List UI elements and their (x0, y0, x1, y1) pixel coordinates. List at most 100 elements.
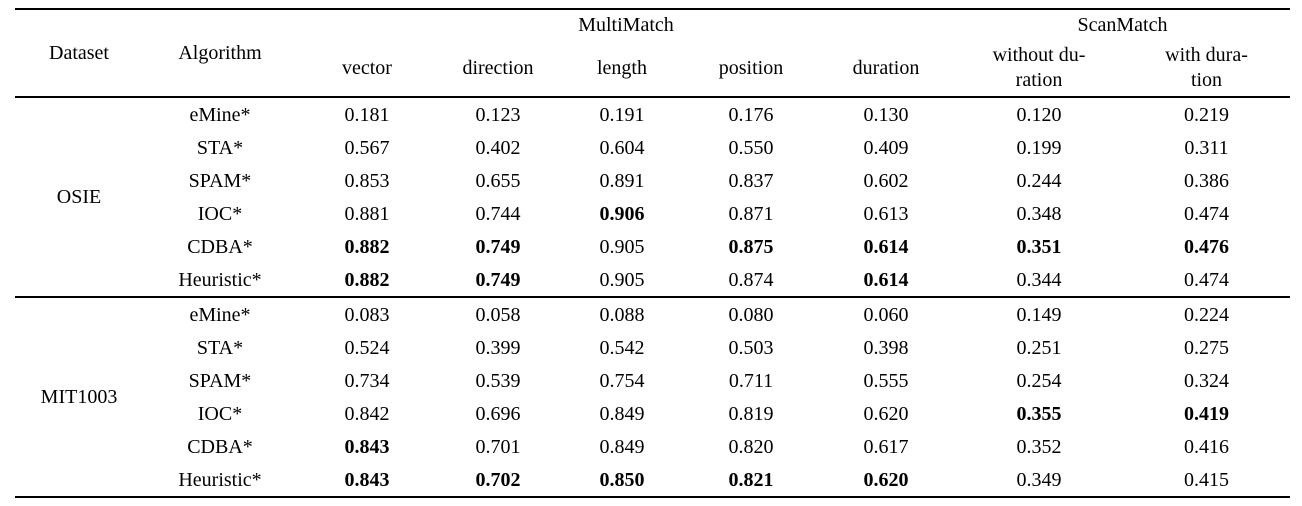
value-cell: 0.613 (863, 202, 909, 225)
value-cell: 0.655 (475, 169, 521, 192)
value-cell: 0.120 (1016, 103, 1062, 126)
value-cell: 0.842 (344, 402, 390, 425)
value-cell: 0.058 (475, 303, 521, 326)
algorithm-cell: Heuristic* (178, 268, 262, 291)
value-cell: 0.905 (599, 268, 645, 291)
dataset-block: OSIE eMine* 0.181 0.123 0.191 0.176 0.130 0.120… (15, 97, 1291, 297)
table-row: OSIE eMine* 0.181 0.123 0.191 0.176 0.130 0.120… (15, 97, 1290, 208)
value-cell: 0.088 (599, 303, 645, 326)
value-cell: 0.352 (1016, 435, 1062, 458)
table-row: SPAM* 0.853 0.655 0.891 0.837 0.602 0.244 0.386 (15, 164, 1290, 197)
table-row: SPAM* 0.734 0.539 0.754 0.711 0.555 0.254 0.324 (15, 364, 1290, 397)
value-cell: 0.398 (863, 336, 909, 359)
value-cell: 0.620 (863, 402, 909, 425)
value-cell: 0.191 (599, 103, 645, 126)
algorithm-cell: IOC* (197, 202, 243, 225)
value-cell: 0.843 (344, 468, 390, 491)
value-cell: 0.849 (599, 435, 645, 458)
value-cell: 0.837 (728, 169, 774, 192)
value-cell: 0.882 (344, 235, 390, 258)
value-cell: 0.701 (475, 435, 521, 458)
value-cell: 0.083 (344, 303, 390, 326)
value-cell: 0.614 (863, 235, 909, 258)
dataset-block: MIT1003 eMine* 0.083 0.058 0.088 0.080 0.060 0.… (15, 297, 1290, 497)
table-row: IOC* 0.842 0.696 0.849 0.819 0.620 0.355 0.419 (15, 397, 1290, 430)
table-row: STA* 0.567 0.402 0.604 0.550 0.409 0.199 0.311 (15, 131, 1290, 164)
value-cell: 0.409 (863, 136, 909, 159)
value-cell: 0.820 (728, 435, 774, 458)
dataset-cell: MIT1003 (40, 386, 118, 408)
value-cell: 0.199 (1016, 136, 1062, 159)
algorithm-cell: Heuristic* (178, 468, 262, 491)
value-cell: 0.853 (344, 169, 390, 192)
col-header-position: position (718, 56, 784, 79)
value-cell: 0.843 (344, 435, 390, 458)
value-cell: 0.415 (1184, 468, 1229, 491)
value-cell: 0.355 (1016, 402, 1062, 425)
value-cell: 0.614 (863, 268, 909, 291)
algorithm-cell: CDBA* (187, 435, 253, 458)
value-cell: 0.149 (1016, 303, 1062, 326)
value-cell: 0.251 (1016, 336, 1062, 359)
value-cell: 0.476 (1184, 235, 1229, 258)
col-header-duration: duration (852, 56, 920, 79)
value-cell: 0.311 (1184, 136, 1229, 159)
value-cell: 0.882 (344, 268, 390, 291)
value-cell: 0.130 (863, 103, 909, 126)
value-cell: 0.351 (1016, 235, 1062, 258)
col-header-without-duration: without du- ration (992, 44, 1086, 91)
algorithm-cell: eMine* (189, 103, 251, 126)
value-cell: 0.891 (599, 169, 645, 192)
value-cell: 0.539 (475, 369, 521, 392)
algorithm-cell: STA* (196, 136, 244, 159)
col-header-direction: direction (462, 56, 534, 79)
value-cell: 0.503 (728, 336, 774, 359)
header-metric-row: vector direction length position duratio… (15, 40, 1290, 97)
header-group-row: Dataset Algorithm MultiMatch ScanMatch (15, 9, 1290, 64)
results-table: Dataset Algorithm MultiMatch ScanMatch v… (15, 8, 1291, 498)
value-cell: 0.849 (599, 402, 645, 425)
col-group-multimatch: MultiMatch (578, 13, 674, 36)
table-row: STA* 0.524 0.399 0.542 0.503 0.398 0.251 0.275 (15, 331, 1290, 364)
col-header-vector: vector (342, 56, 392, 79)
value-cell: 0.080 (728, 303, 774, 326)
value-cell: 0.275 (1184, 336, 1229, 359)
table-row: CDBA* 0.882 0.749 0.905 0.875 0.614 0.351 0.476 (15, 230, 1290, 263)
value-cell: 0.402 (475, 136, 521, 159)
value-cell: 0.416 (1184, 435, 1229, 458)
value-cell: 0.711 (728, 369, 774, 392)
dataset-cell: OSIE (56, 186, 102, 208)
table-row: Heuristic* 0.843 0.702 0.850 0.821 0.620 0.349… (15, 463, 1290, 497)
algorithm-cell: eMine* (189, 303, 251, 326)
value-cell: 0.176 (728, 103, 774, 126)
value-cell: 0.620 (863, 468, 909, 491)
value-cell: 0.219 (1184, 103, 1229, 126)
value-cell: 0.734 (344, 369, 390, 392)
table-row: IOC* 0.881 0.744 0.906 0.871 0.613 0.348 0.474 (15, 197, 1290, 230)
value-cell: 0.344 (1016, 268, 1062, 291)
value-cell: 0.696 (475, 402, 521, 425)
algorithm-cell: SPAM* (188, 369, 252, 392)
value-cell: 0.550 (728, 136, 774, 159)
value-cell: 0.905 (599, 235, 645, 258)
algorithm-cell: CDBA* (187, 235, 253, 258)
col-header-dataset: Dataset (49, 41, 109, 64)
col-header-length: length (597, 56, 647, 79)
value-cell: 0.244 (1016, 169, 1062, 192)
value-cell: 0.555 (863, 369, 909, 392)
value-cell: 0.744 (475, 202, 521, 225)
algorithm-cell: SPAM* (188, 169, 252, 192)
value-cell: 0.324 (1184, 369, 1229, 392)
value-cell: 0.850 (599, 468, 645, 491)
value-cell: 0.602 (863, 169, 909, 192)
value-cell: 0.617 (863, 435, 909, 458)
table-row: Heuristic* 0.882 0.749 0.905 0.874 0.614 0.344… (15, 263, 1290, 297)
value-cell: 0.060 (863, 303, 909, 326)
value-cell: 0.524 (344, 336, 390, 359)
value-cell: 0.871 (728, 202, 774, 225)
value-cell: 0.419 (1184, 402, 1229, 425)
value-cell: 0.386 (1184, 169, 1229, 192)
col-group-scanmatch: ScanMatch (1077, 13, 1168, 36)
value-cell: 0.474 (1184, 268, 1229, 291)
